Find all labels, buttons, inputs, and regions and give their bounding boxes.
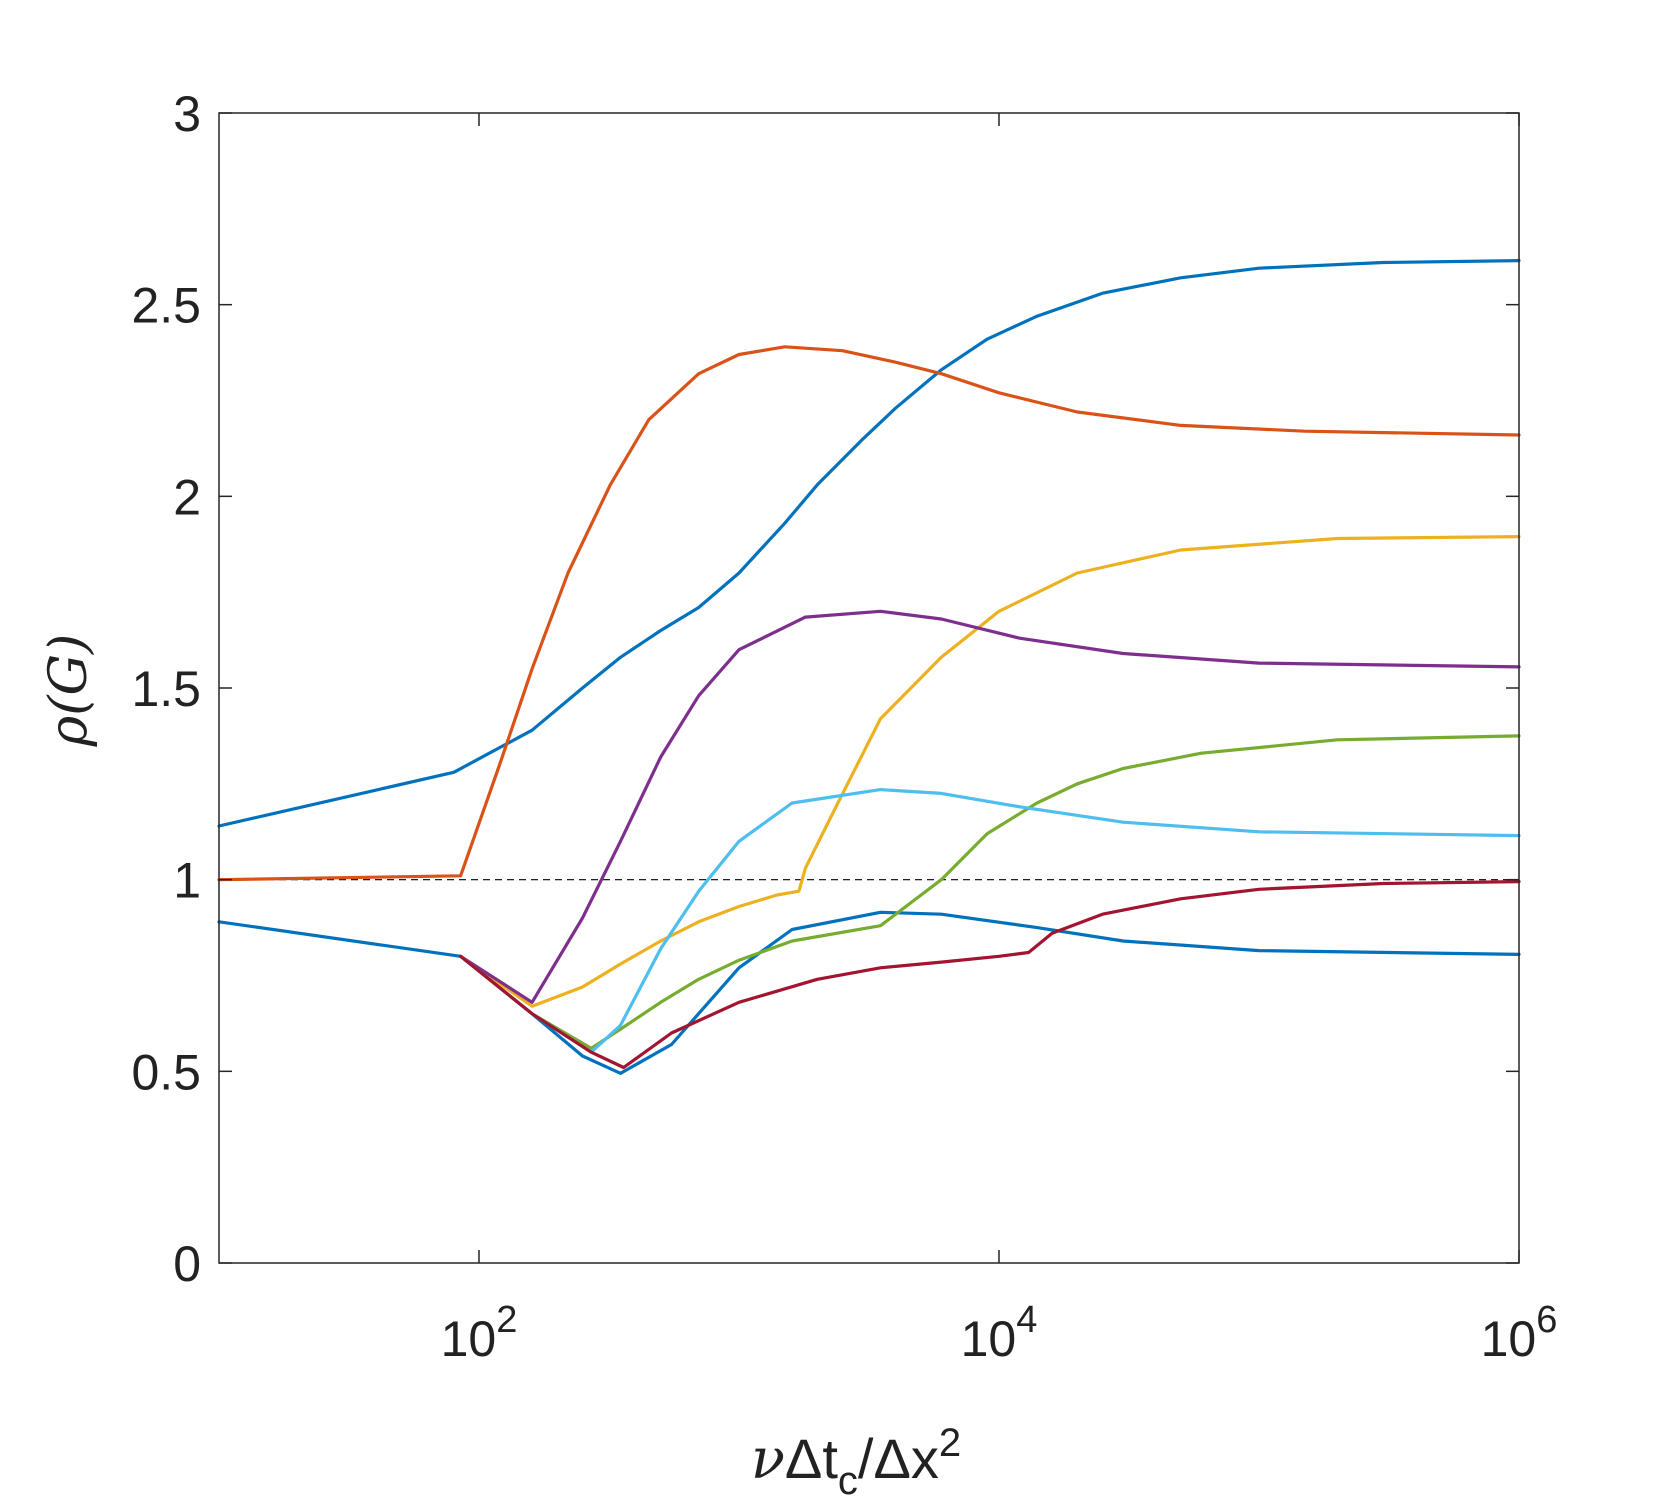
series-line-4 [459,535,1521,1008]
y-tick-label: 1 [173,853,201,909]
x-tick-label-base: 10 [441,1311,497,1367]
x-tick-label-exponent: 6 [1536,1299,1557,1341]
tick-layer [219,112,1520,1264]
series-line-5 [459,609,1521,1004]
x-tick-label: 104 [961,1299,1038,1367]
x-tick-label-base: 10 [1481,1311,1537,1367]
y-tick-label: 0 [173,1236,201,1292]
y-tick-label: 3 [173,86,201,142]
x-axis-label-subscript: c [838,1459,858,1503]
x-axis-label: νΔtc/Δx2 [751,1421,961,1503]
x-tick-label: 102 [441,1299,518,1367]
x-axis-label-greek: ν [751,1427,785,1492]
x-tick-label-exponent: 4 [1016,1299,1037,1341]
series-layer [217,259,1521,1075]
series-line-7 [459,788,1521,1054]
y-tick-label: 0.5 [131,1044,201,1100]
y-tick-label: 2.5 [131,278,201,334]
x-tick-label-base: 10 [961,1311,1017,1367]
x-axis-label-superscript: 2 [939,1421,961,1465]
y-tick-label: 1.5 [131,661,201,717]
x-tick-label: 106 [1481,1299,1558,1367]
x-axis-label-delta-t: Δt [785,1427,838,1490]
plot-area [219,113,1519,1263]
x-tick-label-exponent: 2 [496,1299,517,1341]
series-line-2 [217,345,1521,882]
series-line-1 [217,259,1521,828]
y-axis-label: ρ(G) [39,634,99,748]
series-line-8 [459,880,1521,1070]
y-tick-label: 2 [173,469,201,525]
x-axis-label-delta-x: /Δx [858,1427,939,1490]
